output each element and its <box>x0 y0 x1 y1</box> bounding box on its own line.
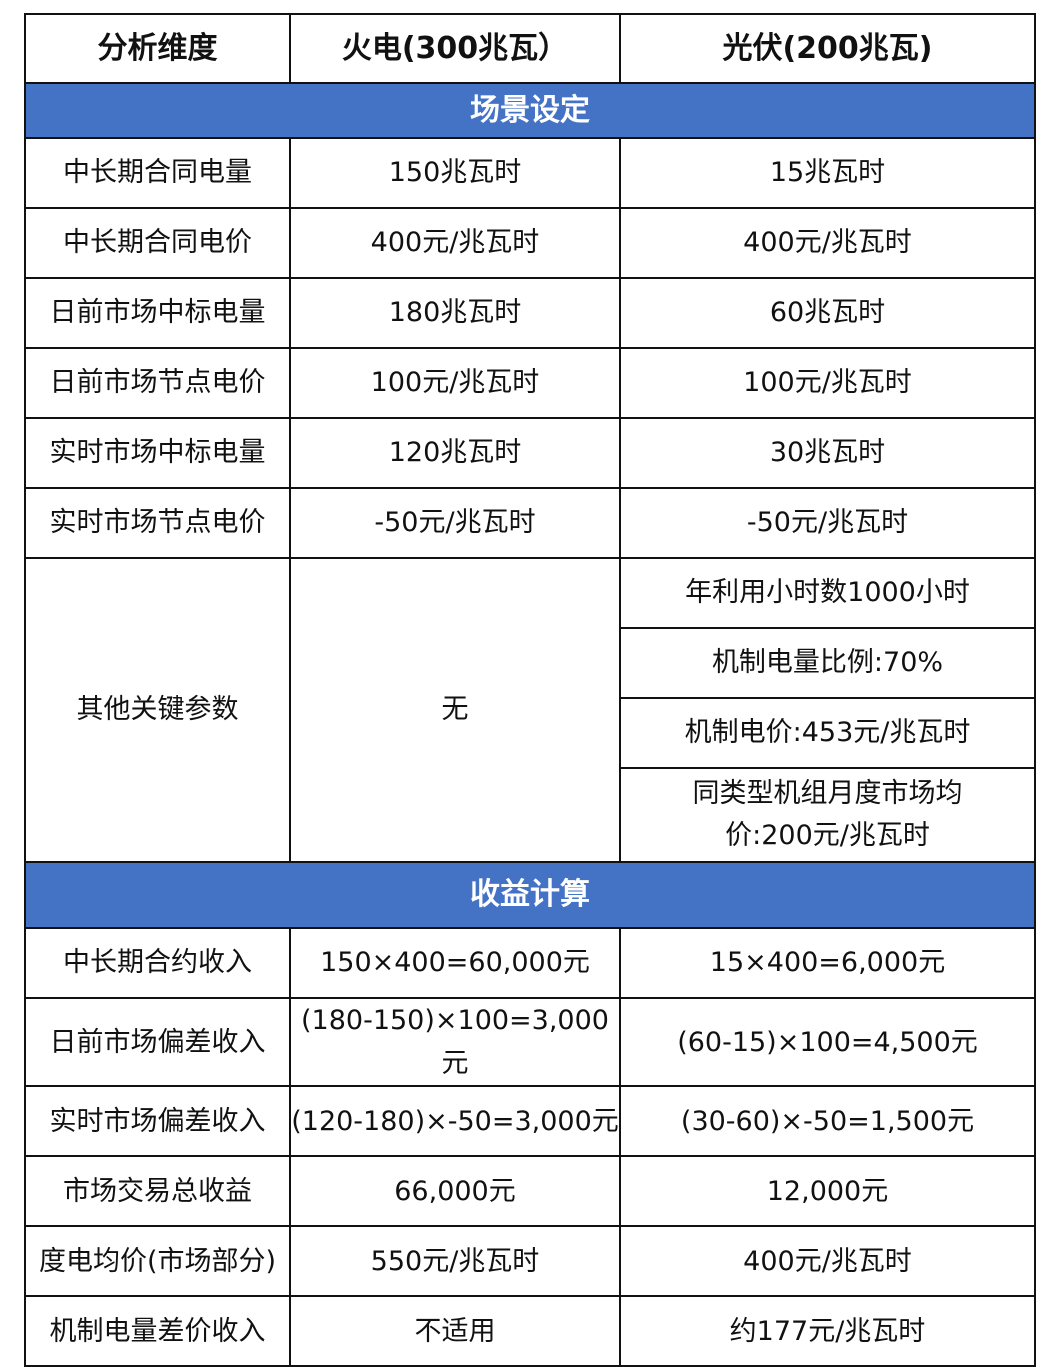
dimension-cell: 机制电量差价收入 <box>24 1295 291 1367</box>
dimension-cell: 日前市场中标电量 <box>24 277 291 349</box>
table-row: 日前市场偏差收入 (180-150)×100=3,000元 (60-15)×100=… <box>24 996 1036 1088</box>
thermal-cell: 66,000元 <box>289 1155 621 1228</box>
dimension-cell: 度电均价(市场部分) <box>24 1225 291 1298</box>
dimension-cell: 市场交易总收益 <box>24 1155 291 1228</box>
solar-cell: 15×400=6,000元 <box>619 927 1036 999</box>
comparison-table: 分析维度 火电(300兆瓦） 光伏(200兆瓦) 场景设定 中长期合同电量 150兆瓦时 1… <box>24 13 1036 1367</box>
dimension-cell: 实时市场偏差收入 <box>24 1085 291 1158</box>
dimension-cell: 中长期合同电价 <box>24 207 291 279</box>
thermal-cell: (120-180)×-50=3,000元 <box>289 1085 621 1158</box>
solar-cell: 年利用小时数1000小时 <box>619 557 1036 629</box>
table-row: 其他关键参数无年利用小时数1000小时 <box>24 557 1036 863</box>
column-header: 分析维度 <box>24 13 291 84</box>
solar-cell: 15兆瓦时 <box>619 137 1036 209</box>
table-row: 实时市场中标电量 120兆瓦时 30兆瓦时 <box>24 417 1036 489</box>
table-row: 日前市场节点电价 100元/兆瓦时 100元/兆瓦时 <box>24 347 1036 419</box>
dimension-cell: 实时市场中标电量 <box>24 417 291 489</box>
solar-cell: 400元/兆瓦时 <box>619 207 1036 279</box>
thermal-cell: 400元/兆瓦时 <box>289 207 621 279</box>
solar-cell: 30兆瓦时 <box>619 417 1036 489</box>
table-row: 度电均价(市场部分) 550元/兆瓦时 400元/兆瓦时 <box>24 1225 1036 1298</box>
thermal-cell: 无 <box>289 557 621 863</box>
thermal-cell: 180兆瓦时 <box>289 277 621 349</box>
table-row: 中长期合约收入 150×400=60,000元 15×400=6,000元 <box>24 927 1036 999</box>
solar-cell: 约177元/兆瓦时 <box>619 1295 1036 1367</box>
thermal-cell: 120兆瓦时 <box>289 417 621 489</box>
thermal-cell: 不适用 <box>289 1295 621 1367</box>
table-row: 日前市场中标电量 180兆瓦时 60兆瓦时 <box>24 277 1036 349</box>
thermal-cell: -50元/兆瓦时 <box>289 487 621 559</box>
section-row: 收益计算 <box>24 861 1036 929</box>
dimension-cell: 其他关键参数 <box>24 557 291 863</box>
section-title-scenario: 场景设定 <box>24 82 1036 139</box>
thermal-cell: (180-150)×100=3,000元 <box>289 996 621 1088</box>
thermal-cell: 150×400=60,000元 <box>289 927 621 999</box>
solar-cell: 12,000元 <box>619 1155 1036 1228</box>
table-row: 机制电量差价收入 不适用 约177元/兆瓦时 <box>24 1295 1036 1367</box>
thermal-cell: 550元/兆瓦时 <box>289 1225 621 1298</box>
column-header: 火电(300兆瓦） <box>289 13 621 84</box>
section-title-revenue: 收益计算 <box>24 861 1036 929</box>
dimension-cell: 日前市场节点电价 <box>24 347 291 419</box>
table-row: 市场交易总收益 66,000元 12,000元 <box>24 1155 1036 1228</box>
table-row: 实时市场偏差收入 (120-180)×-50=3,000元 (30-60)×-50=… <box>24 1085 1036 1158</box>
table-row: 中长期合同电量 150兆瓦时 15兆瓦时 <box>24 137 1036 209</box>
table-row: 中长期合同电价 400元/兆瓦时 400元/兆瓦时 <box>24 207 1036 279</box>
solar-cell: (30-60)×-50=1,500元 <box>619 1085 1036 1158</box>
table-row: 同类型机组月度市场均价:200元/兆瓦时 <box>25 767 1036 863</box>
solar-cell: 60兆瓦时 <box>619 277 1036 349</box>
solar-cell: 400元/兆瓦时 <box>619 1225 1036 1298</box>
dimension-cell: 实时市场节点电价 <box>24 487 291 559</box>
dimension-cell: 中长期合同电量 <box>24 137 291 209</box>
table-row: 机制电价:453元/兆瓦时 <box>25 697 1036 769</box>
dimension-cell: 日前市场偏差收入 <box>24 996 291 1088</box>
solar-cell: 同类型机组月度市场均价:200元/兆瓦时 <box>619 767 1036 863</box>
solar-cell: 机制电量比例:70% <box>619 627 1036 699</box>
column-header: 光伏(200兆瓦) <box>619 13 1036 84</box>
solar-cell: 100元/兆瓦时 <box>619 347 1036 419</box>
solar-cell: -50元/兆瓦时 <box>619 487 1036 559</box>
solar-cell: (60-15)×100=4,500元 <box>619 996 1036 1088</box>
thermal-cell: 150兆瓦时 <box>289 137 621 209</box>
section-row: 场景设定 <box>24 82 1036 139</box>
table-row: 实时市场节点电价 -50元/兆瓦时 -50元/兆瓦时 <box>24 487 1036 559</box>
dimension-cell: 中长期合约收入 <box>24 927 291 999</box>
solar-cell: 机制电价:453元/兆瓦时 <box>619 697 1036 769</box>
thermal-cell: 100元/兆瓦时 <box>289 347 621 419</box>
header-row: 分析维度 火电(300兆瓦） 光伏(200兆瓦) <box>24 13 1036 84</box>
table-row: 机制电量比例:70% <box>25 627 1036 699</box>
